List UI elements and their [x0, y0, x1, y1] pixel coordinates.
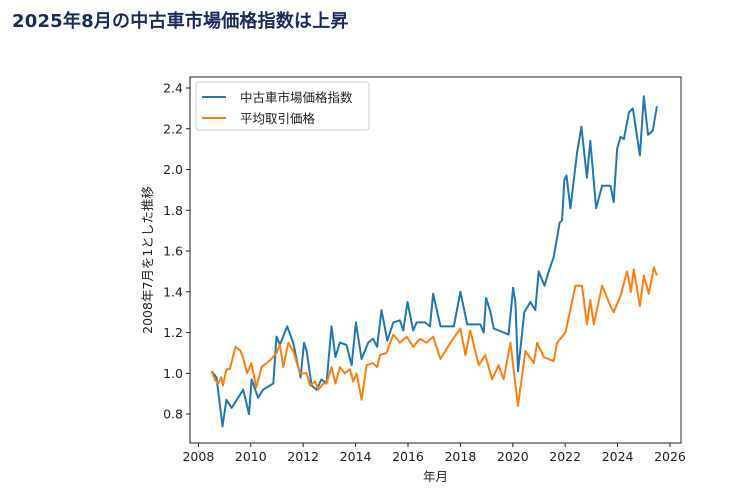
y-tick-label: 1.2: [163, 325, 183, 340]
x-tick-label: 2022: [549, 449, 581, 464]
x-tick-label: 2008: [182, 449, 214, 464]
y-tick-label: 1.0: [163, 366, 183, 381]
y-axis-label: 2008年7月を1とした推移: [140, 186, 155, 334]
series-line-index: [210, 95, 658, 428]
page-title: 2025年8月の中古車市場価格指数は上昇: [12, 11, 349, 32]
x-tick-label: 2026: [654, 449, 686, 464]
x-tick-label: 2012: [287, 449, 319, 464]
x-axis-label: 年月: [423, 469, 448, 484]
legend: 中古車市場価格指数 平均取引価格: [195, 81, 370, 131]
x-tick-label: 2016: [392, 449, 424, 464]
plot-frame: [189, 76, 682, 444]
y-tick-label: 1.4: [163, 284, 183, 299]
legend-label-index: 中古車市場価格指数: [240, 90, 353, 105]
x-tick-label: 2018: [444, 449, 476, 464]
series-line-price: [210, 266, 658, 407]
y-tick-label: 2.4: [163, 81, 183, 96]
x-tick-label: 2014: [340, 449, 372, 464]
y-tick-label: 1.6: [163, 244, 183, 259]
x-tick-label: 2010: [235, 449, 267, 464]
x-tick-label: 2020: [497, 449, 529, 464]
legend-label-price: 平均取引価格: [240, 111, 316, 126]
legend-box: [195, 81, 370, 131]
y-tick-label: 2.0: [163, 162, 183, 177]
y-tick-label: 2.2: [163, 121, 183, 136]
y-tick-label: 0.8: [163, 407, 183, 422]
x-tick-label: 2024: [602, 449, 634, 464]
y-tick-label: 1.8: [163, 203, 183, 218]
